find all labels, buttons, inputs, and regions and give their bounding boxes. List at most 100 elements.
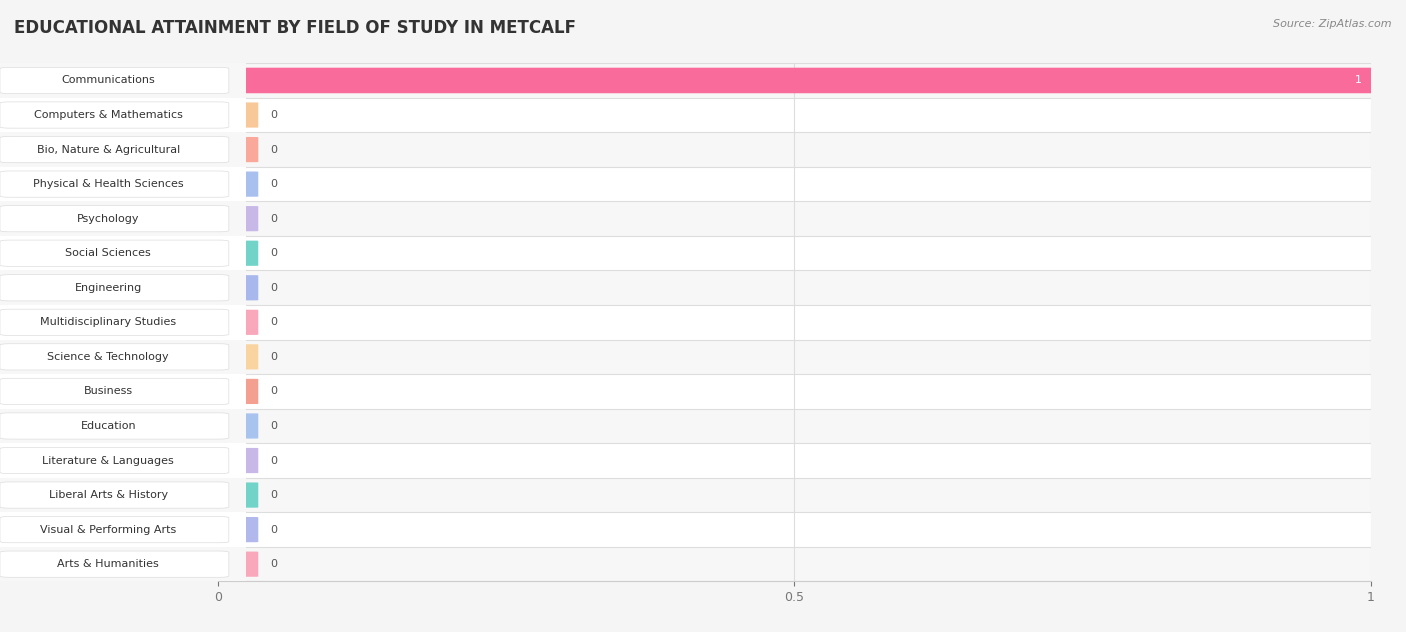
FancyBboxPatch shape [0, 513, 246, 547]
FancyBboxPatch shape [0, 516, 229, 543]
FancyBboxPatch shape [212, 102, 259, 128]
Circle shape [0, 249, 46, 257]
FancyBboxPatch shape [0, 98, 246, 132]
Circle shape [0, 422, 46, 430]
Text: EDUCATIONAL ATTAINMENT BY FIELD OF STUDY IN METCALF: EDUCATIONAL ATTAINMENT BY FIELD OF STUDY… [14, 19, 576, 37]
FancyBboxPatch shape [212, 344, 259, 370]
Bar [218, 443, 1371, 478]
FancyBboxPatch shape [0, 205, 229, 232]
FancyBboxPatch shape [0, 443, 246, 478]
Text: 0: 0 [270, 110, 277, 120]
FancyBboxPatch shape [212, 517, 259, 542]
Text: 0: 0 [270, 456, 277, 466]
Text: Multidisciplinary Studies: Multidisciplinary Studies [41, 317, 176, 327]
FancyBboxPatch shape [0, 171, 229, 197]
Text: 0: 0 [270, 525, 277, 535]
Text: 0: 0 [270, 386, 277, 396]
Circle shape [0, 387, 46, 396]
Circle shape [0, 111, 46, 119]
FancyBboxPatch shape [212, 552, 259, 577]
FancyBboxPatch shape [0, 102, 229, 128]
Text: 0: 0 [270, 559, 277, 569]
FancyBboxPatch shape [0, 551, 229, 577]
FancyBboxPatch shape [0, 63, 246, 98]
FancyBboxPatch shape [0, 478, 246, 513]
Text: Education: Education [80, 421, 136, 431]
Text: 0: 0 [270, 490, 277, 500]
FancyBboxPatch shape [0, 236, 246, 270]
Text: Computers & Mathematics: Computers & Mathematics [34, 110, 183, 120]
FancyBboxPatch shape [0, 409, 246, 443]
Text: Liberal Arts & History: Liberal Arts & History [49, 490, 167, 500]
Bar [218, 98, 1371, 132]
Circle shape [0, 180, 46, 188]
Text: Visual & Performing Arts: Visual & Performing Arts [41, 525, 176, 535]
Bar [218, 339, 1371, 374]
Circle shape [0, 214, 46, 223]
Bar [218, 409, 1371, 443]
Bar [218, 202, 1371, 236]
Text: Arts & Humanities: Arts & Humanities [58, 559, 159, 569]
Circle shape [0, 491, 46, 499]
Text: 0: 0 [270, 352, 277, 362]
Circle shape [0, 284, 46, 292]
FancyBboxPatch shape [207, 68, 1382, 94]
Bar [218, 374, 1371, 409]
Text: Communications: Communications [62, 75, 155, 85]
FancyBboxPatch shape [0, 202, 246, 236]
Bar [218, 478, 1371, 513]
Circle shape [0, 525, 46, 534]
Bar [218, 513, 1371, 547]
Text: Physical & Health Sciences: Physical & Health Sciences [32, 179, 184, 189]
FancyBboxPatch shape [212, 241, 259, 266]
FancyBboxPatch shape [212, 310, 259, 335]
Text: Literature & Languages: Literature & Languages [42, 456, 174, 466]
FancyBboxPatch shape [0, 167, 246, 202]
FancyBboxPatch shape [0, 68, 229, 94]
FancyBboxPatch shape [0, 374, 246, 409]
Text: 0: 0 [270, 248, 277, 258]
Bar [218, 63, 1371, 98]
Text: Engineering: Engineering [75, 283, 142, 293]
FancyBboxPatch shape [0, 339, 246, 374]
Text: Source: ZipAtlas.com: Source: ZipAtlas.com [1274, 19, 1392, 29]
FancyBboxPatch shape [212, 206, 259, 231]
FancyBboxPatch shape [0, 547, 246, 581]
Circle shape [0, 318, 46, 327]
Circle shape [0, 560, 46, 568]
Text: 0: 0 [270, 179, 277, 189]
FancyBboxPatch shape [212, 379, 259, 404]
Circle shape [0, 456, 46, 465]
Bar [218, 547, 1371, 581]
Text: Psychology: Psychology [77, 214, 139, 224]
FancyBboxPatch shape [0, 275, 229, 301]
FancyBboxPatch shape [0, 482, 229, 508]
FancyBboxPatch shape [0, 305, 246, 339]
Text: 0: 0 [270, 145, 277, 155]
Circle shape [0, 353, 46, 361]
FancyBboxPatch shape [0, 413, 229, 439]
Bar [218, 132, 1371, 167]
Bar [218, 270, 1371, 305]
FancyBboxPatch shape [0, 270, 246, 305]
FancyBboxPatch shape [212, 137, 259, 162]
Bar [218, 236, 1371, 270]
FancyBboxPatch shape [0, 240, 229, 266]
Text: 0: 0 [270, 283, 277, 293]
FancyBboxPatch shape [0, 132, 246, 167]
Text: Social Sciences: Social Sciences [66, 248, 150, 258]
FancyBboxPatch shape [0, 379, 229, 404]
Bar [218, 167, 1371, 202]
Circle shape [0, 145, 46, 154]
Circle shape [0, 76, 46, 85]
FancyBboxPatch shape [0, 137, 229, 162]
FancyBboxPatch shape [212, 482, 259, 507]
FancyBboxPatch shape [212, 275, 259, 300]
FancyBboxPatch shape [212, 171, 259, 197]
Text: Business: Business [84, 386, 132, 396]
FancyBboxPatch shape [212, 448, 259, 473]
FancyBboxPatch shape [0, 447, 229, 473]
Text: 0: 0 [270, 214, 277, 224]
FancyBboxPatch shape [0, 344, 229, 370]
Text: 0: 0 [270, 421, 277, 431]
